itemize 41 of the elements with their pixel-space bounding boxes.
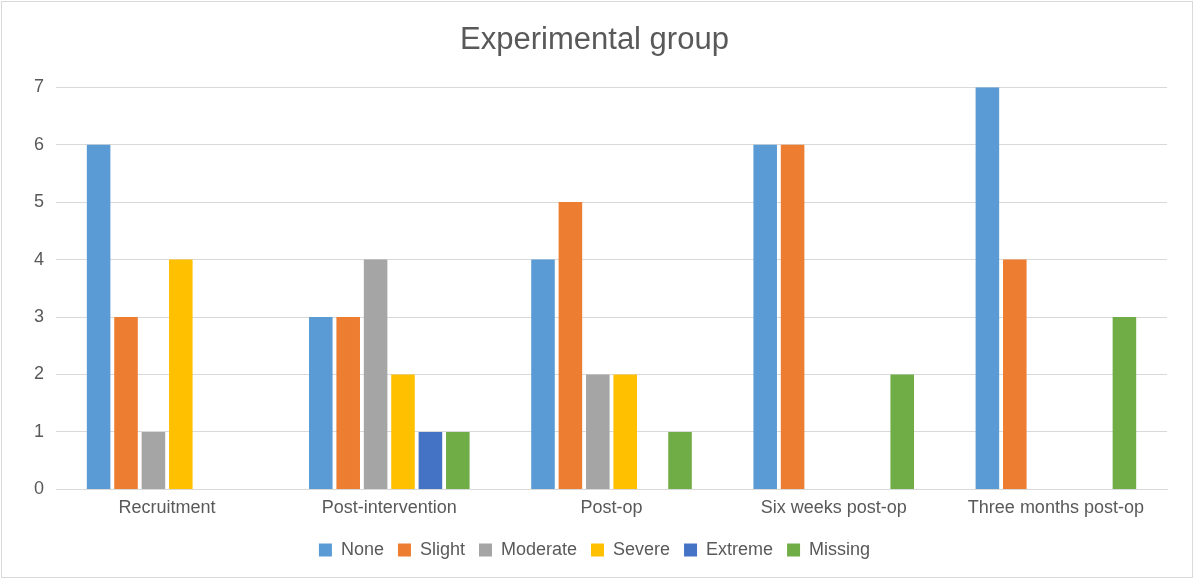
bar: [391, 374, 415, 489]
bar: [363, 259, 388, 489]
x-tick-label: Six weeks post-op: [760, 497, 907, 518]
bar: [336, 317, 360, 489]
y-tick-label: 0: [34, 478, 45, 499]
y-tick-label: 6: [34, 133, 45, 154]
legend-label: Extreme: [706, 538, 774, 559]
y-tick-label: 5: [34, 191, 45, 212]
bar: [558, 202, 583, 489]
bar: [613, 374, 637, 489]
bar: [169, 259, 193, 489]
bar: [975, 87, 1000, 489]
bar: [668, 431, 692, 489]
legend-label: Severe: [613, 538, 671, 559]
bar: [309, 317, 333, 489]
y-tick-label: 3: [34, 306, 45, 326]
x-tick-label: Post-op: [580, 497, 643, 518]
bar: [418, 431, 443, 489]
legend-label: None: [340, 538, 384, 559]
bar: [531, 259, 555, 489]
legend-label: Missing: [809, 538, 871, 559]
legend-label: Slight: [419, 538, 465, 559]
x-tick-label: Three months post-op: [967, 497, 1144, 518]
y-tick-label: 1: [34, 420, 45, 441]
chart-title: Experimental group: [460, 21, 729, 57]
bar: [780, 144, 805, 489]
x-tick-label: Post-intervention: [321, 497, 457, 518]
bar: [753, 144, 777, 489]
bar: [446, 431, 470, 489]
legend-label: Moderate: [500, 538, 578, 559]
bar: [890, 374, 914, 489]
bar: [1112, 317, 1137, 489]
x-tick-label: Recruitment: [118, 497, 216, 518]
y-tick-label: 2: [34, 363, 45, 384]
y-tick-label: 7: [34, 76, 45, 97]
bar: [586, 374, 610, 489]
bar: [86, 144, 111, 489]
bar: [114, 317, 138, 489]
bar: [1003, 259, 1027, 489]
y-tick-label: 4: [34, 248, 45, 269]
bar: [141, 431, 166, 489]
